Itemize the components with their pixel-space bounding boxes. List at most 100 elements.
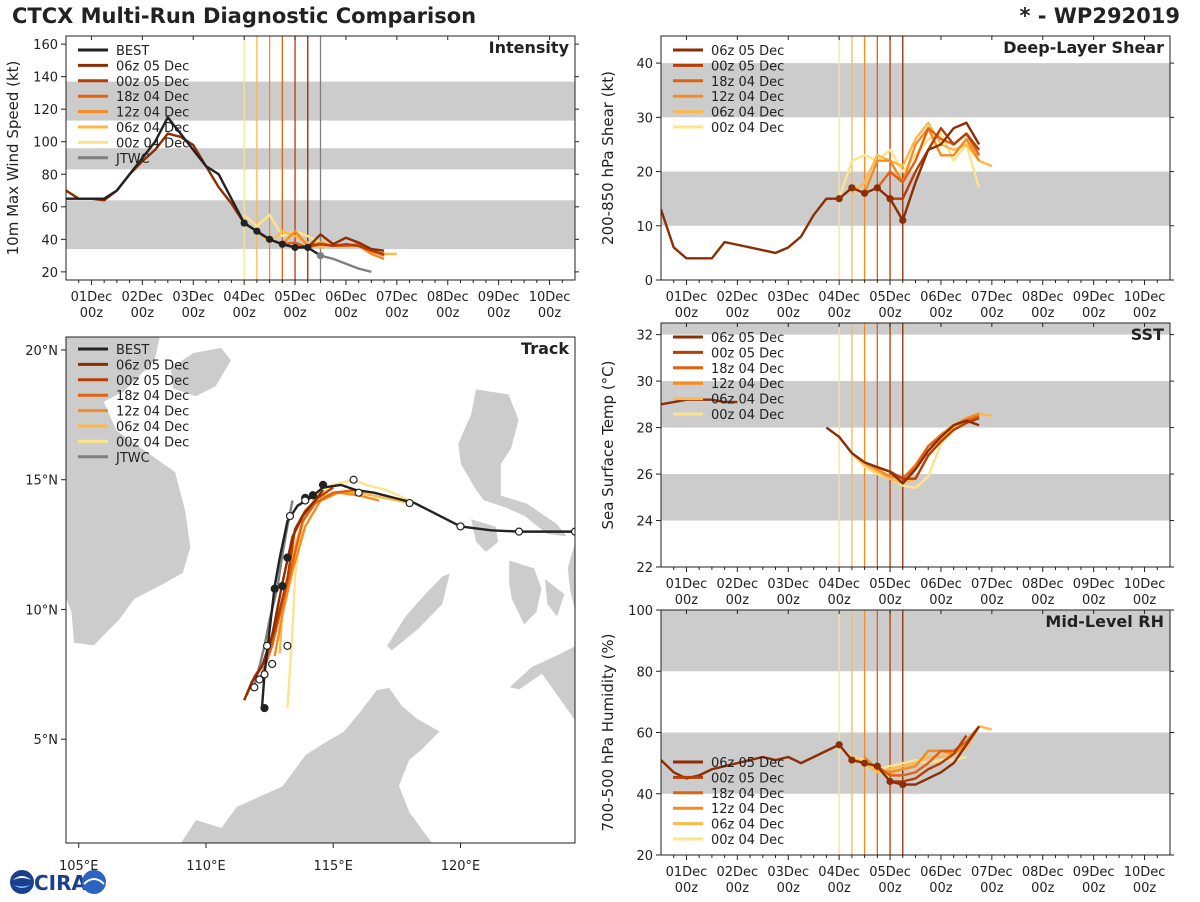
plot-area-intensity <box>66 36 575 280</box>
x-tick-label: 05Dec <box>274 290 316 305</box>
track-marker-open <box>268 659 277 669</box>
marker-best <box>240 219 248 227</box>
track-marker-open <box>456 522 465 531</box>
legend-label-00z-04-dec: 00z 04 Dec <box>711 121 784 136</box>
legend-label-06z-04-dec: 06z 04 Dec <box>711 393 784 408</box>
marker-06z-05-dec <box>848 184 856 192</box>
x-tick-label-hour: 00z <box>1082 593 1106 608</box>
y-tick-label: 32 <box>636 329 653 344</box>
x-tick-label-hour: 00z <box>827 306 851 321</box>
x-tick-label: 10Dec <box>1124 865 1166 880</box>
marker-06z-05-dec <box>861 189 869 197</box>
track-marker-open <box>349 475 358 484</box>
x-tick-label-hour: 00z <box>283 306 307 321</box>
track-marker-open <box>262 641 272 650</box>
y-tick-label: 26 <box>636 468 653 483</box>
legend-label-06z-05-dec: 06z 05 Dec <box>116 358 189 373</box>
x-tick-label-hour: 00z <box>878 306 902 321</box>
legend-label-12z-04-dec: 12z 04 Dec <box>116 106 189 121</box>
track-line-18z-04-dec <box>260 488 357 675</box>
x-tick-label-hour: 00z <box>777 881 801 896</box>
marker-06z-05-dec <box>899 780 907 789</box>
land-mass-9 <box>180 686 441 843</box>
panel-sst: 01Dec00z02Dec00z03Dec00z04Dec00z05Dec00z… <box>599 322 1174 608</box>
x-tick-label: 02Dec <box>716 577 758 592</box>
y-tick-label: 22 <box>636 561 653 576</box>
legend-label-00z-04-dec: 00z 04 Dec <box>711 408 784 423</box>
x-tick-label: 10Dec <box>1124 290 1166 305</box>
x-tick-label: 07Dec <box>376 290 418 305</box>
storm-id: * - WP292019 <box>1019 4 1180 28</box>
y-tick-label: 0 <box>645 274 653 289</box>
x-tick-label-hour: 00z <box>1031 306 1055 321</box>
legend-label-12z-04-dec: 12z 04 Dec <box>711 377 784 392</box>
x-tick-label-hour: 00z <box>675 881 699 896</box>
x-tick-label: 08Dec <box>427 290 469 305</box>
panel-track: 105°E 110°E 115°E 120°E 5°N 10°N 15°N 20°N Track… <box>25 336 576 874</box>
lat-tick-label: 15°N <box>25 474 58 489</box>
x-tick-label-hour: 00z <box>334 306 358 321</box>
panel-intensity: 01Dec00z02Dec00z03Dec00z04Dec00z05Dec00z… <box>4 35 579 321</box>
marker-best <box>253 227 261 235</box>
x-tick-label: 03Dec <box>767 577 809 592</box>
track-marker-open <box>255 675 264 684</box>
marker-jtwc <box>316 252 325 260</box>
lat-tick-label: 10°N <box>25 603 58 618</box>
x-tick-label: 06Dec <box>920 865 962 880</box>
map-area <box>66 337 575 843</box>
x-tick-label-hour: 00z <box>1133 881 1157 896</box>
x-tick-label-hour: 00z <box>878 593 902 608</box>
track-marker-filled <box>270 584 279 593</box>
series-line-18z-04-dec <box>876 725 981 777</box>
y-tick-label: 80 <box>636 665 653 680</box>
x-tick-label: 10Dec <box>529 290 571 305</box>
x-tick-label: 01Dec <box>666 577 708 592</box>
series-line-06z-05-dec <box>825 419 980 485</box>
track-line-best <box>260 483 575 709</box>
legend-label-00z-05-dec: 00z 05 Dec <box>711 59 784 74</box>
series-line-00z-05-dec <box>889 417 980 480</box>
y-tick-label: 40 <box>636 788 653 803</box>
y-tick-label: 120 <box>33 103 58 118</box>
x-tick-label: 06Dec <box>920 577 962 592</box>
legend-label-18z-04-dec: 18z 04 Dec <box>116 389 189 404</box>
x-tick-label: 05Dec <box>869 577 911 592</box>
legend-label-06z-04-dec: 06z 04 Dec <box>116 121 189 136</box>
marker-06z-05-dec <box>873 184 881 192</box>
panel-title-shear: Deep-Layer Shear <box>1003 38 1164 57</box>
shade-band-0 <box>661 474 1170 521</box>
track-marker-open <box>283 641 292 650</box>
plot-area-sst <box>661 323 1170 567</box>
y-axis-label-shear: 200-850 hPa Shear (kt) <box>599 71 617 245</box>
x-tick-label-hour: 00z <box>182 306 206 321</box>
x-tick-label: 09Dec <box>1073 577 1115 592</box>
x-tick-label-hour: 00z <box>1082 881 1106 896</box>
y-tick-label: 28 <box>636 422 653 437</box>
x-tick-label: 08Dec <box>1022 865 1064 880</box>
x-tick-label: 02Dec <box>716 290 758 305</box>
lat-tick-label: 5°N <box>34 733 59 748</box>
x-tick-label-hour: 00z <box>929 881 953 896</box>
x-tick-label-hour: 00z <box>1031 881 1055 896</box>
track-line-00z-04-dec <box>286 478 411 709</box>
land-mass-7 <box>566 541 575 613</box>
track-marker-open <box>301 496 310 505</box>
marker-best <box>304 243 312 252</box>
x-tick-label: 08Dec <box>1022 290 1064 305</box>
track-line-06z-04-dec <box>278 491 410 654</box>
x-tick-label-hour: 00z <box>80 306 104 321</box>
y-tick-label: 30 <box>636 375 653 390</box>
y-axis-label-intensity: 10m Max Wind Speed (kt) <box>4 61 22 256</box>
x-tick-label-hour: 00z <box>827 881 851 896</box>
lon-tick-label: 110°E <box>186 859 226 874</box>
panel-title-intensity: Intensity <box>489 38 570 57</box>
legend-label-06z-04-dec: 06z 04 Dec <box>116 420 189 435</box>
legend-label-06z-05-dec: 06z 05 Dec <box>711 331 784 346</box>
legend-label-00z-05-dec: 00z 05 Dec <box>116 75 189 90</box>
y-tick-label: 160 <box>33 38 58 53</box>
legend-label-best: BEST <box>116 343 149 358</box>
shade-band-1 <box>661 63 1170 118</box>
marker-best <box>291 243 299 252</box>
marker-06z-05-dec <box>848 756 856 764</box>
land-mass-0 <box>66 337 192 647</box>
